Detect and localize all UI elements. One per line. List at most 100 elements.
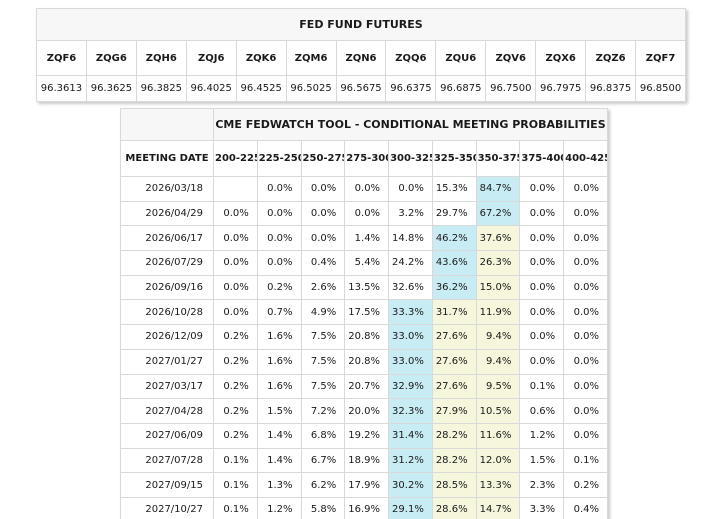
probability-cell: 0.0% <box>563 422 608 449</box>
futures-column-header: ZQH6 <box>135 40 187 76</box>
fedwatch-table-title: CME FEDWATCH TOOL - CONDITIONAL MEETING … <box>213 108 608 141</box>
probability-cell: 2.6% <box>300 274 346 301</box>
futures-price-cell: 96.8500 <box>635 75 686 102</box>
table-row: 2026/12/09 0.2% 1.6% 7.5% 20.8% 33.0% 27.6% 9.4… <box>120 324 608 350</box>
futures-price-cell: 96.4025 <box>185 75 237 102</box>
fedwatch-corner-cell <box>120 108 214 141</box>
probability-cell: 18.9% <box>344 447 390 474</box>
probability-cell: 5.8% <box>300 496 346 519</box>
probability-cell: 1.6% <box>256 373 302 400</box>
table-row: 2026/06/17 0.0% 0.0% 0.0% 1.4% 14.8% 46.2% 37.6… <box>120 225 608 252</box>
probability-cell: 1.5% <box>256 398 302 424</box>
meeting-date-cell: 2026/09/16 <box>120 274 214 301</box>
probability-cell: 3.3% <box>519 496 565 519</box>
probability-cell: 36.2% <box>431 274 477 301</box>
meeting-date-cell: 2027/03/17 <box>120 373 214 400</box>
probability-cell: 0.4% <box>300 250 346 276</box>
probability-cell: 7.5% <box>300 373 346 400</box>
futures-column-header: ZQK6 <box>235 40 287 76</box>
meeting-date-cell: 2026/04/29 <box>120 200 214 227</box>
table-row: 2027/07/28 0.1% 1.4% 6.7% 18.9% 31.2% 28.2% 12.… <box>120 447 608 474</box>
probability-cell: 28.5% <box>431 472 477 498</box>
fedwatch-header-row: MEETING DATE 200-225 225-250 250-275 275-30… <box>120 140 608 177</box>
rate-range-header: 275-300 <box>344 140 390 177</box>
probability-cell: 0.4% <box>563 496 608 519</box>
probability-cell: 1.2% <box>519 422 565 449</box>
probability-cell: 1.3% <box>256 472 302 498</box>
meeting-date-cell: 2027/09/15 <box>120 472 214 498</box>
futures-price-cell: 96.7975 <box>535 75 587 102</box>
probability-cell: 31.4% <box>388 422 433 449</box>
probability-cell: 0.0% <box>519 348 565 375</box>
table-row: 2026/09/16 0.0% 0.2% 2.6% 13.5% 32.6% 36.2% 15.… <box>120 274 608 301</box>
probability-cell: 14.7% <box>475 496 521 519</box>
futures-price-cell: 96.3613 <box>36 75 87 102</box>
table-row: 2027/09/15 0.1% 1.3% 6.2% 17.9% 30.2% 28.5% 13.… <box>120 472 608 498</box>
probability-cell: 10.5% <box>475 398 521 424</box>
probability-cell: 0.0% <box>344 176 390 202</box>
probability-cell: 0.0% <box>519 274 565 301</box>
futures-column-header: ZQU6 <box>435 40 487 76</box>
meeting-date-cell: 2026/10/28 <box>120 299 214 326</box>
probability-cell: 0.0% <box>256 225 302 252</box>
futures-price-cell: 96.4525 <box>235 75 287 102</box>
probability-cell: 4.9% <box>300 299 346 326</box>
probability-cell: 0.0% <box>519 225 565 252</box>
futures-column-header: ZQG6 <box>85 40 137 76</box>
futures-price-cell: 96.6875 <box>435 75 487 102</box>
probability-cell: 7.5% <box>300 324 346 350</box>
meeting-date-cell: 2027/10/27 <box>120 496 214 519</box>
futures-column-header: ZQX6 <box>535 40 587 76</box>
rate-range-header: 375-400 <box>519 140 565 177</box>
probability-cell: 0.0% <box>213 225 258 252</box>
probability-cell: 0.0% <box>344 200 390 227</box>
probability-cell: 13.3% <box>475 472 521 498</box>
probability-cell: 26.3% <box>475 250 521 276</box>
probability-cell: 9.5% <box>475 373 521 400</box>
rate-range-header: 400-425 <box>563 140 608 177</box>
probability-cell: 24.2% <box>388 250 433 276</box>
probability-cell: 0.0% <box>563 299 608 326</box>
meeting-date-cell: 2027/01/27 <box>120 348 214 375</box>
probability-cell: 0.1% <box>213 496 258 519</box>
probability-cell: 0.0% <box>563 274 608 301</box>
futures-price-cell: 96.3825 <box>135 75 187 102</box>
probability-cell: 2.3% <box>519 472 565 498</box>
probability-cell: 0.0% <box>300 176 346 202</box>
probability-cell: 1.4% <box>256 447 302 474</box>
probability-cell: 0.2% <box>213 324 258 350</box>
futures-column-header: ZQQ6 <box>385 40 437 76</box>
probability-cell: 27.6% <box>431 348 477 375</box>
futures-column-header: ZQM6 <box>285 40 337 76</box>
probability-cell: 11.6% <box>475 422 521 449</box>
futures-price-cell: 96.6375 <box>385 75 437 102</box>
probability-cell: 3.2% <box>388 200 433 227</box>
meeting-date-cell: 2026/12/09 <box>120 324 214 350</box>
probability-cell: 1.4% <box>256 422 302 449</box>
probability-cell: 0.0% <box>563 373 608 400</box>
probability-cell: 32.6% <box>388 274 433 301</box>
probability-cell: 67.2% <box>475 200 521 227</box>
rate-range-header: 300-325 <box>388 140 433 177</box>
probability-cell: 30.2% <box>388 472 433 498</box>
probability-cell: 17.5% <box>344 299 390 326</box>
probability-cell: 9.4% <box>475 324 521 350</box>
futures-column-header: ZQF7 <box>635 40 686 76</box>
rate-range-header: 225-250 <box>256 140 302 177</box>
probability-cell: 6.2% <box>300 472 346 498</box>
fedwatch-title-row: CME FEDWATCH TOOL - CONDITIONAL MEETING … <box>120 108 608 141</box>
probability-cell: 0.2% <box>213 398 258 424</box>
probability-cell: 17.9% <box>344 472 390 498</box>
probability-cell: 6.7% <box>300 447 346 474</box>
probability-cell: 0.1% <box>563 447 608 474</box>
probability-cell: 6.8% <box>300 422 346 449</box>
probability-cell: 0.0% <box>256 176 302 202</box>
probability-cell: 32.3% <box>388 398 433 424</box>
probability-cell: 1.6% <box>256 324 302 350</box>
futures-values-row: 96.3613 96.3625 96.3825 96.4025 96.4525 96.50… <box>36 75 686 102</box>
probability-cell: 0.2% <box>256 274 302 301</box>
probability-cell: 0.2% <box>563 472 608 498</box>
probability-cell: 0.0% <box>519 299 565 326</box>
probability-cell: 0.1% <box>213 472 258 498</box>
futures-title-row: FED FUND FUTURES <box>36 8 686 41</box>
